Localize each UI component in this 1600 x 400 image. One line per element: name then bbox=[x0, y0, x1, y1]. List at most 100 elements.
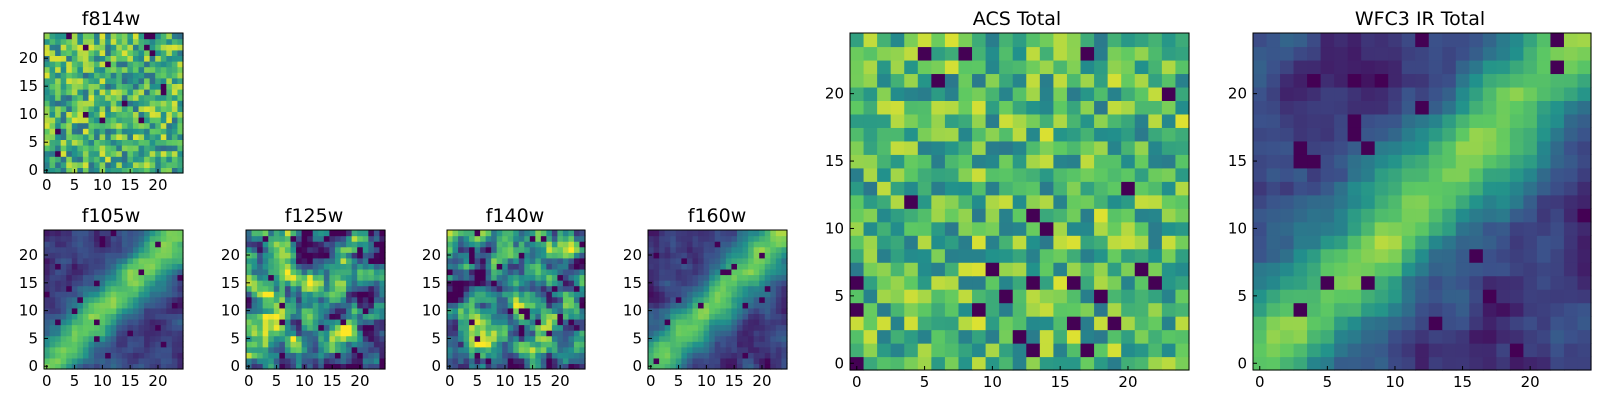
heatmap-cell bbox=[116, 55, 123, 62]
heatmap-cell bbox=[759, 307, 766, 314]
heatmap-cell bbox=[121, 285, 128, 292]
heatmap-cell bbox=[463, 346, 470, 353]
heatmap-cell bbox=[496, 307, 503, 314]
heatmap-cell bbox=[1415, 289, 1430, 304]
heatmap-cell bbox=[1469, 194, 1484, 209]
heatmap-cell bbox=[551, 252, 558, 259]
heatmap-cell bbox=[290, 291, 297, 298]
heatmap-cell bbox=[1080, 194, 1095, 209]
heatmap-cell bbox=[1496, 73, 1511, 88]
heatmap-cell bbox=[775, 257, 783, 264]
heatmap-cell bbox=[770, 241, 777, 248]
heatmap-cell bbox=[1280, 302, 1295, 317]
heatmap-cell bbox=[82, 156, 90, 163]
heatmap-cell bbox=[66, 285, 73, 292]
heatmap-cell bbox=[1012, 289, 1027, 304]
heatmap-cell bbox=[55, 139, 62, 146]
heatmap-cell bbox=[1266, 289, 1281, 304]
heatmap-cell bbox=[149, 83, 156, 90]
heatmap-cell bbox=[931, 46, 946, 61]
heatmap-cell bbox=[944, 329, 960, 344]
heatmap-cell bbox=[144, 341, 151, 348]
heatmap-cell bbox=[675, 357, 682, 365]
heatmap-cell bbox=[1012, 275, 1027, 290]
heatmap-cell bbox=[88, 246, 95, 253]
heatmap-cell bbox=[132, 307, 140, 314]
heatmap-cell bbox=[155, 274, 162, 281]
heatmap-cell bbox=[44, 133, 51, 140]
heatmap-cell bbox=[284, 246, 292, 253]
heatmap-cell bbox=[1577, 289, 1592, 304]
heatmap-cell bbox=[890, 302, 905, 317]
heatmap-cell bbox=[972, 275, 987, 290]
heatmap-cell bbox=[1175, 100, 1190, 115]
heatmap-cell bbox=[1482, 194, 1497, 209]
heatmap-cell bbox=[60, 296, 67, 303]
heatmap-cell bbox=[748, 307, 755, 314]
heatmap-cell bbox=[703, 296, 710, 303]
heatmap-cell bbox=[71, 122, 78, 129]
heatmap-cell bbox=[373, 330, 381, 337]
heatmap-cell bbox=[1523, 329, 1538, 344]
heatmap-cell bbox=[71, 33, 78, 40]
heatmap-cell bbox=[1121, 59, 1136, 75]
heatmap-cell bbox=[116, 268, 123, 276]
heatmap-cell bbox=[714, 346, 721, 353]
heatmap-cell bbox=[904, 181, 919, 196]
heatmap-cell bbox=[132, 150, 140, 157]
heatmap-cell bbox=[507, 257, 514, 264]
heatmap-cell bbox=[469, 341, 476, 348]
heatmap-cell bbox=[985, 100, 1000, 115]
heatmap-cell bbox=[246, 318, 253, 326]
heatmap-cell bbox=[1307, 86, 1322, 101]
heatmap-cell bbox=[116, 66, 123, 73]
heatmap-cell bbox=[49, 302, 56, 309]
heatmap-cell bbox=[653, 302, 660, 309]
heatmap-cell bbox=[850, 140, 865, 155]
heatmap-cell bbox=[1080, 329, 1095, 344]
heatmap-cell bbox=[1415, 343, 1430, 358]
heatmap-cell bbox=[88, 89, 95, 96]
heatmap-cell bbox=[573, 268, 581, 276]
heatmap-cell bbox=[312, 313, 319, 320]
heatmap-cell bbox=[1175, 235, 1190, 250]
heatmap-cell bbox=[474, 280, 481, 287]
heatmap-cell bbox=[725, 246, 732, 253]
y-tick-label: 15 bbox=[825, 152, 844, 170]
heatmap-cell bbox=[340, 330, 347, 337]
heatmap-cell bbox=[972, 181, 987, 196]
heatmap-cell bbox=[1577, 329, 1592, 344]
heatmap-cell bbox=[279, 241, 286, 248]
heatmap-cell bbox=[1401, 302, 1416, 317]
heatmap-cell bbox=[160, 83, 167, 90]
heatmap-cell bbox=[447, 230, 454, 237]
heatmap-cell bbox=[94, 257, 101, 264]
heatmap-cell bbox=[781, 263, 788, 270]
heatmap-cell bbox=[1134, 100, 1149, 115]
heatmap-cell bbox=[863, 73, 878, 88]
heatmap-cell bbox=[362, 296, 369, 303]
heatmap-cell bbox=[1161, 316, 1177, 331]
heatmap-cell bbox=[999, 356, 1014, 371]
heatmap-cell bbox=[692, 363, 699, 370]
heatmap-cell bbox=[458, 257, 465, 264]
heatmap-cell bbox=[116, 77, 123, 84]
heatmap-cell bbox=[692, 252, 699, 259]
heatmap-cell bbox=[177, 167, 184, 174]
heatmap-cell bbox=[155, 357, 162, 365]
heatmap-cell bbox=[373, 296, 381, 303]
heatmap-cell bbox=[127, 285, 134, 292]
heatmap-cell bbox=[714, 285, 721, 292]
heatmap-cell bbox=[116, 313, 123, 320]
heatmap-cell bbox=[551, 246, 558, 253]
heatmap-cell bbox=[121, 302, 128, 309]
heatmap-cell bbox=[116, 38, 123, 45]
heatmap-cell bbox=[1563, 221, 1579, 236]
heatmap-cell bbox=[121, 89, 128, 96]
heatmap-cell bbox=[447, 313, 454, 320]
heatmap-cell bbox=[66, 49, 73, 56]
heatmap-cell bbox=[1039, 167, 1054, 182]
heatmap-cell bbox=[731, 296, 738, 303]
heatmap-cell bbox=[770, 363, 777, 370]
heatmap-cell bbox=[675, 291, 682, 298]
